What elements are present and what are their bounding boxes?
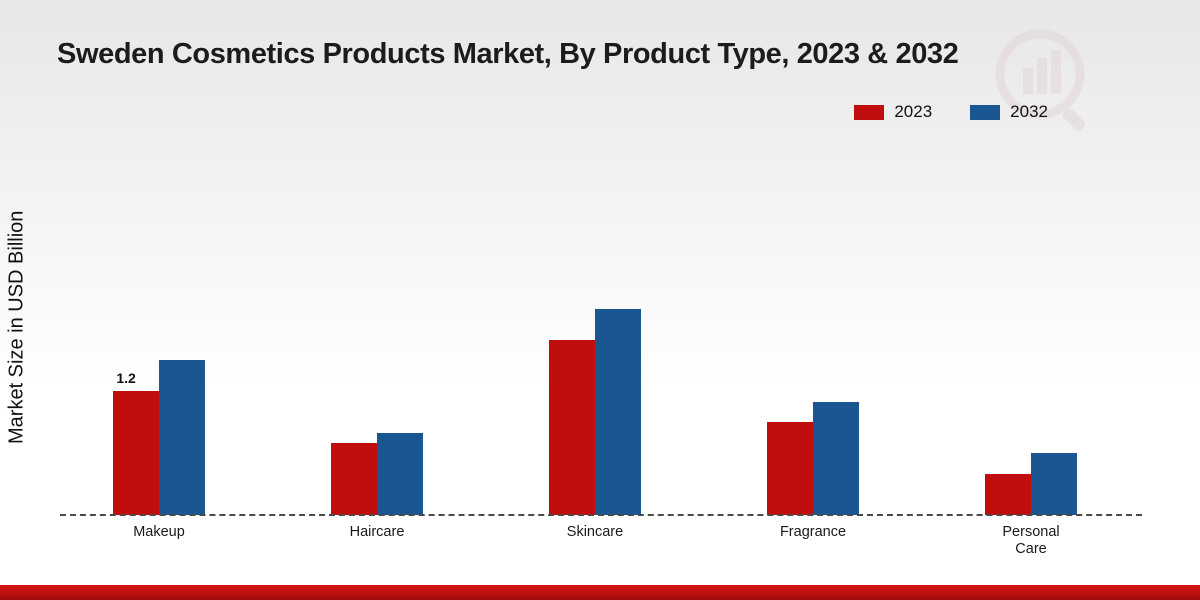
chart-title: Sweden Cosmetics Products Market, By Pro… [57, 38, 959, 70]
legend-label: 2032 [1010, 102, 1048, 121]
category-label-fragrance: Fragrance [779, 524, 847, 540]
legend: 2023 2032 [854, 102, 1048, 122]
bar-group-personal-care: Personal Care [922, 135, 1140, 557]
legend-label: 2023 [894, 102, 933, 121]
watermark-logo [985, 22, 1105, 142]
bar-2032-skincare [595, 309, 641, 515]
bar-2032-personal-care [1031, 453, 1077, 515]
bar-2032-makeup [159, 360, 205, 515]
bar-pair-personal-care [985, 453, 1077, 515]
category-label-makeup: Makeup [133, 524, 185, 540]
bar-pair-makeup: 1.2 [113, 360, 205, 515]
bar-group-makeup: 1.2 Makeup [50, 135, 268, 540]
x-axis-dashed-line [60, 514, 1142, 516]
category-label-haircare: Haircare [349, 524, 405, 540]
bar-2032-fragrance [813, 402, 859, 515]
bar-group-fragrance: Fragrance [704, 135, 922, 540]
legend-item-2023: 2023 [854, 102, 932, 122]
bar-group-haircare: Haircare [268, 135, 486, 540]
legend-item-2032: 2032 [970, 102, 1048, 122]
footer-band [0, 585, 1200, 600]
bar-2023-haircare [331, 443, 377, 515]
category-label-skincare: Skincare [566, 524, 624, 540]
plot-area: 1.2 Makeup Haircare Skincare Fragrance Person… [50, 135, 1142, 557]
bar-2023-fragrance [767, 422, 813, 515]
bar-2023-makeup: 1.2 [113, 370, 159, 515]
bar-pair-fragrance [767, 402, 859, 515]
legend-swatch-2032 [970, 104, 1001, 120]
bar-2032-haircare [377, 433, 423, 515]
bar-2023-personal-care [985, 474, 1031, 515]
legend-swatch-2023 [854, 104, 885, 120]
y-axis-label: Market Size in USD Billion [5, 210, 28, 445]
bar-groups: 1.2 Makeup Haircare Skincare Fragrance Person… [50, 135, 1140, 557]
bar-group-skincare: Skincare [486, 135, 704, 540]
bar-pair-skincare [549, 309, 641, 515]
bar-pair-haircare [331, 433, 423, 515]
category-label-personal-care: Personal Care [1002, 524, 1060, 558]
bar-2023-skincare [549, 340, 595, 515]
bar-value-label: 1.2 [116, 370, 136, 386]
